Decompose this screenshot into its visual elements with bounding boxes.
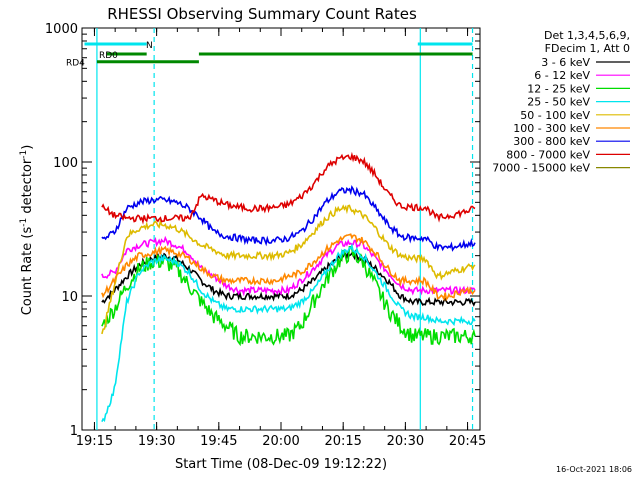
- series-line-3-6-kev: [101, 249, 476, 307]
- x-tick-label: 20:30: [387, 434, 424, 449]
- axis-ticks: [82, 27, 480, 431]
- chart-title: RHESSI Observing Summary Count Rates: [107, 5, 417, 23]
- series-line-6-12-kev: [101, 235, 476, 297]
- legend-item-label: 6 - 12 keV: [534, 69, 590, 82]
- state-bar-label-rd0: RD0: [99, 51, 118, 61]
- legend-item-label: 300 - 800 keV: [513, 135, 590, 148]
- y-axis-label: Count Rate (s-1 detector-1): [19, 145, 35, 316]
- y-axis-label-sup1: -1: [19, 218, 29, 227]
- x-tick-label: 20:00: [262, 434, 299, 449]
- state-bar-label-n: N: [146, 41, 153, 51]
- x-tick-label: 19:45: [200, 434, 237, 449]
- legend: Det 1,3,4,5,6,9, FDecim 1, Att 0 3 - 6 k…: [492, 29, 630, 175]
- vertical-markers: [96, 28, 474, 430]
- legend-item-label: 100 - 300 keV: [513, 122, 590, 135]
- series-line-100-300-kev: [101, 233, 476, 302]
- series-line-25-50-kev: [101, 242, 476, 423]
- state-bar-label-rd4: RD4: [66, 59, 85, 69]
- legend-item-label: 800 - 7000 keV: [506, 148, 590, 161]
- series-line-300-800-kev: [101, 185, 476, 252]
- legend-item-label: 25 - 50 keV: [527, 96, 590, 109]
- legend-item-label: 50 - 100 keV: [520, 109, 590, 122]
- series-line-50-100-kev: [101, 204, 476, 335]
- series-line-800-7000-kev: [101, 151, 476, 225]
- y-tick-label: 1: [70, 424, 78, 439]
- x-tick-labels: 19:15 19:30 19:45 20:00 20:15 20:30 20:45: [76, 434, 487, 449]
- y-axis-label-prefix: Count Rate (s: [20, 227, 35, 316]
- legend-item-label: 7000 - 15000 keV: [492, 162, 590, 175]
- y-axis-label-mid: detector: [20, 158, 35, 218]
- x-tick-label: 20:15: [324, 434, 361, 449]
- legend-header-line-2: FDecim 1, Att 0: [545, 42, 630, 55]
- y-axis-label-sup2: -1: [19, 150, 29, 159]
- timestamp: 16-Oct-2021 18:06: [556, 465, 632, 474]
- x-tick-label: 20:45: [449, 434, 486, 449]
- y-tick-labels: 1 10 100 1000: [45, 22, 78, 439]
- y-tick-label: 1000: [45, 22, 78, 37]
- y-tick-label: 10: [61, 290, 78, 305]
- state-bars: N RD0 RD4: [66, 41, 473, 69]
- series-lines: [101, 151, 476, 423]
- legend-header-line-1: Det 1,3,4,5,6,9,: [544, 29, 630, 42]
- x-axis-label: Start Time (08-Dec-09 19:12:22): [175, 457, 387, 472]
- x-tick-label: 19:15: [76, 434, 113, 449]
- legend-item-label: 3 - 6 keV: [541, 56, 590, 69]
- x-tick-label: 19:30: [138, 434, 175, 449]
- y-axis-label-suffix: ): [20, 145, 35, 150]
- legend-item-label: 12 - 25 keV: [527, 82, 590, 95]
- y-tick-label: 100: [53, 156, 78, 171]
